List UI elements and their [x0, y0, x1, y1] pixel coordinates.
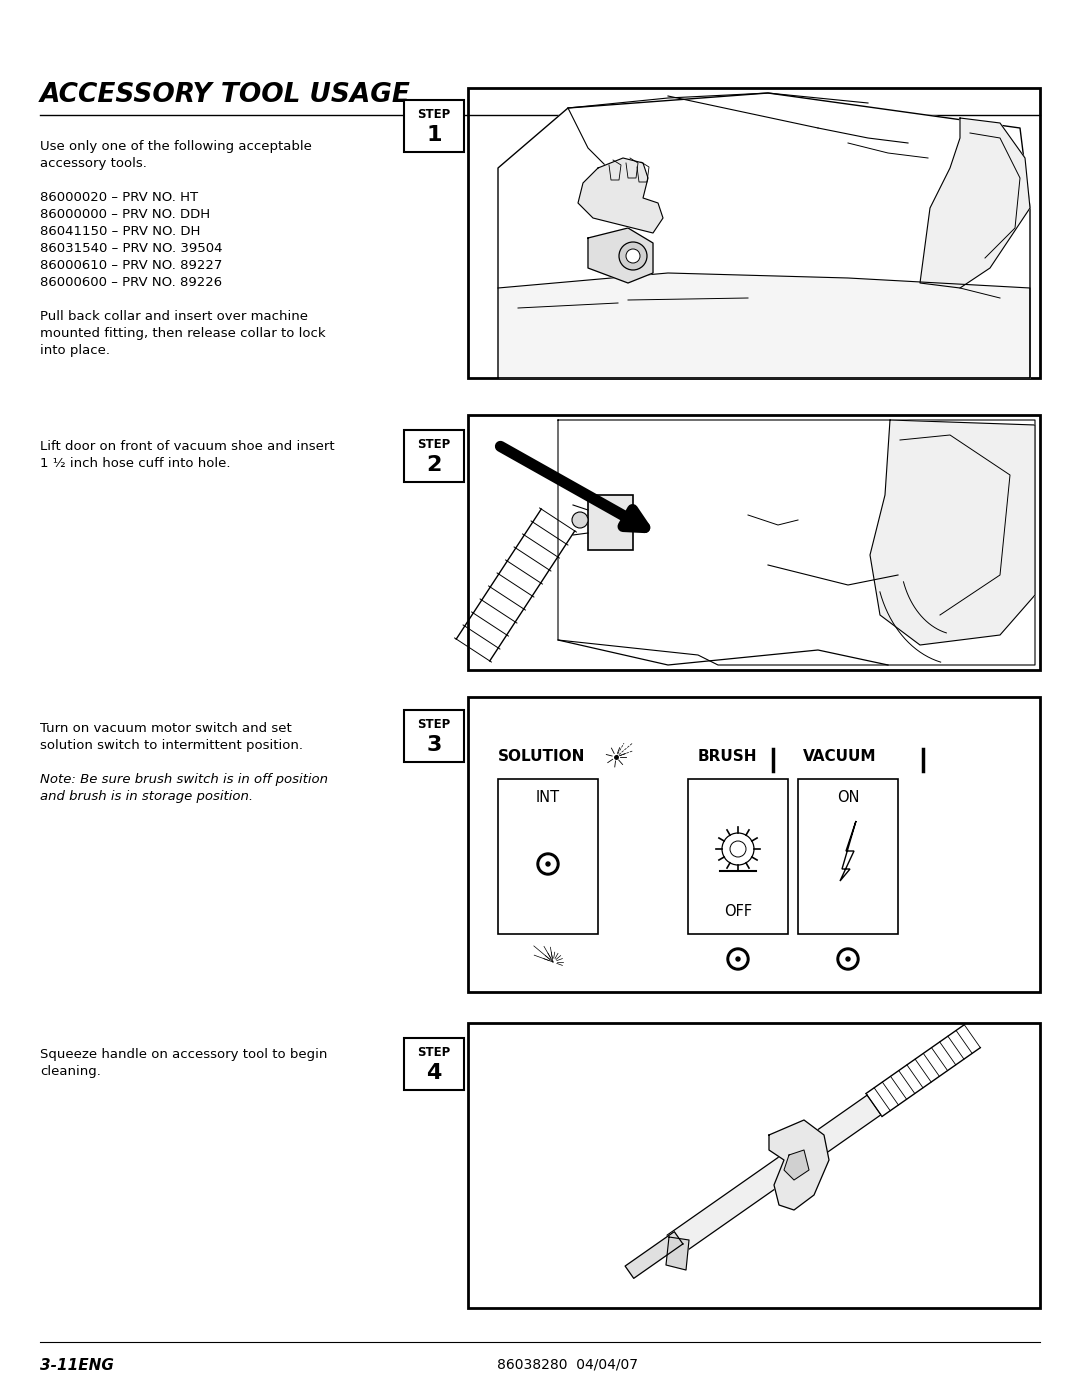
Bar [498, 780, 598, 935]
Text: Pull back collar and insert over machine: Pull back collar and insert over machine [40, 310, 308, 323]
Bar [468, 415, 1040, 671]
Text: Turn on vacuum motor switch and set: Turn on vacuum motor switch and set [40, 722, 292, 735]
Text: STEP: STEP [417, 1045, 450, 1059]
Polygon shape [920, 117, 1030, 288]
Polygon shape [498, 94, 1030, 379]
Circle shape [619, 242, 647, 270]
Circle shape [537, 854, 559, 875]
Circle shape [846, 957, 850, 961]
Text: 86000600 – PRV NO. 89226: 86000600 – PRV NO. 89226 [40, 277, 222, 289]
Bar [468, 88, 1040, 379]
Text: 86000610 – PRV NO. 89227: 86000610 – PRV NO. 89227 [40, 258, 222, 272]
Bar [468, 697, 1040, 992]
Circle shape [727, 949, 750, 970]
Text: 4: 4 [427, 1063, 442, 1083]
Polygon shape [784, 1150, 809, 1180]
Circle shape [840, 951, 856, 967]
Text: solution switch to intermittent position.: solution switch to intermittent position… [40, 739, 303, 752]
Polygon shape [840, 821, 856, 882]
Text: INT: INT [536, 789, 561, 805]
Text: 3: 3 [427, 735, 442, 754]
Circle shape [730, 951, 746, 967]
Text: STEP: STEP [417, 718, 450, 731]
Circle shape [730, 841, 746, 856]
Bar [588, 495, 633, 550]
Text: accessory tools.: accessory tools. [40, 156, 147, 170]
Polygon shape [666, 1236, 689, 1270]
Bar [404, 710, 464, 761]
Text: 2: 2 [427, 455, 442, 475]
Polygon shape [558, 420, 1035, 665]
Text: ON: ON [837, 789, 860, 805]
Bar [688, 780, 788, 935]
Circle shape [626, 249, 640, 263]
Circle shape [572, 511, 588, 528]
Bar [404, 1038, 464, 1090]
Circle shape [723, 833, 754, 865]
Text: 86000000 – PRV NO. DDH: 86000000 – PRV NO. DDH [40, 208, 211, 221]
Polygon shape [578, 158, 663, 233]
Text: STEP: STEP [417, 108, 450, 120]
Text: into place.: into place. [40, 344, 110, 358]
Bar [404, 101, 464, 152]
Polygon shape [588, 228, 653, 284]
Text: STEP: STEP [417, 437, 450, 450]
Circle shape [837, 949, 859, 970]
Text: 86038280  04/04/07: 86038280 04/04/07 [497, 1358, 638, 1372]
Text: cleaning.: cleaning. [40, 1065, 100, 1078]
Polygon shape [667, 1095, 881, 1255]
Text: OFF: OFF [724, 904, 752, 919]
Text: 86031540 – PRV NO. 39504: 86031540 – PRV NO. 39504 [40, 242, 222, 256]
Circle shape [735, 957, 740, 961]
Text: mounted fitting, then release collar to lock: mounted fitting, then release collar to … [40, 327, 326, 339]
Bar [468, 1023, 1040, 1308]
Text: 1: 1 [427, 124, 442, 145]
Text: 86041150 – PRV NO. DH: 86041150 – PRV NO. DH [40, 225, 201, 237]
Bar [798, 780, 897, 935]
Circle shape [540, 856, 556, 872]
Text: Lift door on front of vacuum shoe and insert: Lift door on front of vacuum shoe and in… [40, 440, 335, 453]
Text: BRUSH: BRUSH [698, 749, 757, 764]
Text: and brush is in storage position.: and brush is in storage position. [40, 789, 253, 803]
Text: SOLUTION: SOLUTION [498, 749, 585, 764]
Polygon shape [769, 1120, 829, 1210]
Polygon shape [625, 1232, 683, 1278]
Text: 3-11ENG: 3-11ENG [40, 1358, 113, 1372]
Polygon shape [870, 420, 1035, 645]
Text: Note: Be sure brush switch is in off position: Note: Be sure brush switch is in off pos… [40, 773, 328, 787]
Bar [404, 430, 464, 482]
Text: ACCESSORY TOOL USAGE: ACCESSORY TOOL USAGE [40, 82, 410, 108]
Text: 86000020 – PRV NO. HT: 86000020 – PRV NO. HT [40, 191, 198, 204]
Text: Squeeze handle on accessory tool to begin: Squeeze handle on accessory tool to begi… [40, 1048, 327, 1060]
Text: 1 ½ inch hose cuff into hole.: 1 ½ inch hose cuff into hole. [40, 457, 230, 469]
Polygon shape [498, 272, 1030, 379]
Text: Use only one of the following acceptable: Use only one of the following acceptable [40, 140, 312, 154]
Text: VACUUM: VACUUM [804, 749, 877, 764]
Circle shape [546, 862, 550, 866]
